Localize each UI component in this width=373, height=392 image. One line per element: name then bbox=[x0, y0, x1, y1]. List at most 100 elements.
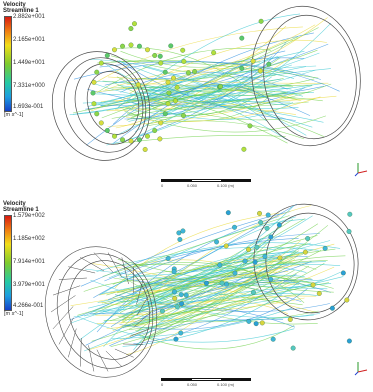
particle-marker bbox=[178, 292, 184, 298]
particle-marker bbox=[157, 53, 163, 59]
particle-marker bbox=[180, 113, 186, 118]
particle-marker bbox=[276, 222, 282, 228]
particle-marker bbox=[174, 304, 180, 310]
particle-marker bbox=[252, 259, 258, 265]
streamline bbox=[138, 325, 295, 350]
streamline bbox=[140, 250, 322, 337]
particle-marker bbox=[157, 136, 163, 142]
inlet-wireframe-top bbox=[51, 51, 151, 161]
streamline bbox=[107, 76, 329, 84]
particle-marker bbox=[98, 60, 104, 66]
particle-marker bbox=[168, 43, 174, 49]
scale-segment bbox=[161, 378, 191, 381]
particle-marker bbox=[346, 338, 352, 344]
streamline bbox=[114, 135, 286, 145]
streamline bbox=[142, 230, 275, 307]
streamline bbox=[121, 261, 312, 287]
streamline bbox=[148, 300, 288, 318]
particle-marker bbox=[277, 255, 283, 261]
streamline bbox=[107, 93, 296, 127]
particle-marker bbox=[329, 305, 335, 311]
particle-marker bbox=[242, 258, 248, 264]
legend-unit: [m s^-1] bbox=[4, 311, 24, 317]
particle-marker bbox=[219, 280, 225, 286]
particle-marker bbox=[264, 225, 270, 231]
streamline bbox=[85, 43, 329, 110]
streamline bbox=[147, 120, 305, 140]
legend-title: Velocity bbox=[3, 201, 26, 207]
particle-marker bbox=[120, 137, 125, 143]
streamline bbox=[148, 263, 341, 301]
legend-tick: 2.882e+001 bbox=[13, 14, 45, 20]
particle-marker bbox=[322, 245, 328, 251]
particle-marker bbox=[218, 83, 223, 89]
streamline bbox=[83, 299, 278, 352]
streamline bbox=[131, 205, 294, 307]
vane-line bbox=[52, 285, 81, 296]
streamline bbox=[124, 73, 263, 120]
streamline bbox=[131, 57, 280, 107]
inlet-wireframe-bottom bbox=[44, 246, 158, 378]
scale-label: 0.100 (m) bbox=[217, 382, 235, 387]
streamline bbox=[69, 52, 320, 116]
streamline bbox=[122, 218, 305, 323]
streamline bbox=[100, 68, 331, 107]
particle-marker bbox=[94, 111, 100, 117]
particle-marker bbox=[250, 58, 256, 64]
streamline bbox=[133, 273, 297, 344]
vane-line bbox=[114, 348, 134, 358]
streamline bbox=[128, 265, 310, 330]
particle-marker bbox=[128, 42, 134, 48]
particle-marker bbox=[135, 82, 141, 88]
particle-marker bbox=[166, 90, 172, 96]
streamline bbox=[92, 283, 332, 312]
vane-line bbox=[88, 345, 95, 372]
streamline bbox=[135, 244, 261, 297]
streamline bbox=[109, 318, 284, 347]
vane-line bbox=[93, 252, 114, 273]
streamline bbox=[136, 255, 346, 333]
streamline bbox=[119, 260, 328, 313]
particle-marker bbox=[91, 101, 97, 107]
streamline bbox=[124, 110, 327, 133]
streamline bbox=[111, 47, 260, 96]
streamline bbox=[126, 306, 296, 328]
streamline bbox=[113, 57, 305, 125]
streamline bbox=[131, 293, 318, 314]
legend-tick: 1.449e+001 bbox=[13, 60, 45, 66]
streamlines-bottom bbox=[69, 203, 346, 355]
particle-marker bbox=[172, 296, 178, 301]
vane-line bbox=[121, 257, 129, 285]
scale-segment bbox=[221, 179, 251, 182]
particle-marker bbox=[183, 292, 189, 298]
particle-marker bbox=[225, 210, 231, 216]
vane-line bbox=[58, 317, 74, 345]
outlet-wireframe-top bbox=[251, 5, 361, 147]
particle-marker bbox=[239, 65, 245, 71]
scale-bar-top: 0 0.050 0.100 (m) bbox=[161, 179, 251, 188]
particle-marker bbox=[192, 69, 198, 74]
particle-marker bbox=[305, 236, 311, 241]
vane-line bbox=[68, 266, 96, 274]
streamline bbox=[146, 65, 317, 92]
particle-marker bbox=[217, 262, 223, 268]
legend-tick: 7.331e+000 bbox=[13, 83, 45, 89]
streamline bbox=[77, 254, 304, 316]
particle-marker bbox=[344, 297, 350, 303]
legend-tick: 1.693e-001 bbox=[13, 104, 44, 110]
particle-marker bbox=[165, 256, 171, 261]
particle-marker bbox=[91, 79, 97, 85]
particle-marker bbox=[223, 243, 229, 249]
streamline bbox=[111, 91, 310, 119]
particle-marker bbox=[185, 70, 191, 76]
particle-marker bbox=[180, 47, 186, 53]
streamline bbox=[128, 55, 273, 142]
particle-marker bbox=[268, 276, 274, 282]
axis-triad-icon bbox=[354, 362, 368, 376]
scale-segment bbox=[191, 179, 223, 182]
streamline bbox=[104, 238, 299, 282]
color-bar bbox=[4, 215, 12, 311]
particle-marker bbox=[137, 137, 142, 143]
particle-marker bbox=[104, 53, 110, 58]
particle-marker bbox=[165, 79, 171, 85]
